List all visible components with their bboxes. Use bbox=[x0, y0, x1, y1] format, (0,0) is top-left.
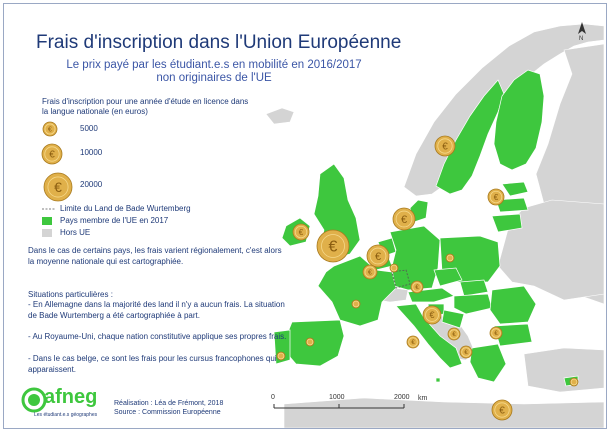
legend-coin-5000: € bbox=[42, 121, 58, 137]
coin-bulgaria: € bbox=[489, 326, 503, 340]
afneg-logo: afneg Les étudiant.e.s géographes bbox=[20, 382, 100, 422]
legend-coin-20000: € bbox=[43, 172, 73, 202]
svg-text:€: € bbox=[499, 406, 505, 417]
malta bbox=[435, 377, 441, 383]
svg-text:€: € bbox=[48, 126, 52, 133]
svg-text:€: € bbox=[54, 179, 62, 195]
north-arrow-icon: N bbox=[578, 22, 586, 42]
svg-text:€: € bbox=[429, 310, 434, 320]
legend-coins: € € € bbox=[41, 121, 73, 202]
lithuania bbox=[491, 213, 523, 233]
legend-non-member-label: Hors UE bbox=[60, 228, 91, 237]
coin-sweden: € bbox=[434, 135, 456, 157]
fee-coins: €€€€€€€€€€€€€€ bbox=[276, 135, 579, 421]
coin-denmark: € bbox=[392, 207, 416, 231]
coin-belgium: € bbox=[362, 264, 378, 280]
scale-unit: km bbox=[418, 395, 428, 402]
scale-label-1000: 1000 bbox=[329, 394, 345, 401]
coin-baden-wurttemberg bbox=[389, 263, 399, 273]
coin-netherlands: € bbox=[366, 244, 390, 268]
logo-globe-icon bbox=[21, 387, 47, 413]
coin-malta bbox=[569, 377, 579, 387]
legend-coin-10000: € bbox=[41, 143, 63, 165]
coin-cyprus: € bbox=[491, 399, 513, 421]
coin-ireland: € bbox=[292, 223, 310, 241]
hungary bbox=[453, 293, 493, 315]
estonia bbox=[501, 181, 529, 197]
note-average: Dans le cas de certains pays, les frais … bbox=[28, 246, 282, 266]
europe-map: €€€€€€€€€€€€€€ N bbox=[265, 22, 605, 428]
svg-text:€: € bbox=[415, 285, 419, 291]
svg-text:€: € bbox=[299, 228, 304, 237]
italy bbox=[395, 303, 463, 369]
coin-baltics: € bbox=[487, 188, 505, 206]
coin-poland bbox=[445, 253, 455, 263]
member-land bbox=[273, 69, 579, 387]
iceland bbox=[265, 107, 295, 125]
coin-portugal bbox=[276, 351, 286, 361]
coin-france bbox=[351, 299, 361, 309]
svg-text:€: € bbox=[452, 332, 456, 338]
scale-label-0: 0 bbox=[271, 394, 275, 401]
belarus-ukraine bbox=[497, 199, 605, 301]
svg-text:€: € bbox=[494, 331, 498, 337]
legend-value-5000: 5000 bbox=[80, 124, 98, 133]
romania bbox=[489, 285, 537, 325]
north-label: N bbox=[579, 36, 583, 42]
finland bbox=[493, 69, 545, 171]
credit-source: Source : Commission Européenne bbox=[114, 409, 221, 416]
svg-text:€: € bbox=[329, 239, 338, 256]
svg-text:€: € bbox=[411, 340, 415, 346]
note-uk: - Au Royaume-Uni, chaque nation constitu… bbox=[28, 332, 287, 341]
coin-spain bbox=[305, 337, 315, 347]
legend-value-20000: 20000 bbox=[80, 180, 103, 189]
scale-bar bbox=[273, 404, 405, 409]
coin-austria: € bbox=[410, 280, 424, 294]
logo-text: afneg bbox=[44, 386, 98, 408]
svg-text:€: € bbox=[464, 350, 468, 356]
latvia bbox=[495, 197, 529, 213]
svg-text:€: € bbox=[49, 150, 55, 161]
legend-boundary-line bbox=[42, 208, 56, 210]
germany bbox=[389, 225, 441, 291]
baden-wurttemberg-boundary bbox=[391, 269, 411, 289]
map-frame: € € € € € € € € € € € € € € N Frais d'inscription dan… bbox=[3, 3, 607, 429]
logo-subtext: Les étudiant.e.s géographes bbox=[34, 412, 98, 418]
svg-text:€: € bbox=[442, 142, 448, 153]
svg-text:€: € bbox=[401, 214, 407, 226]
slovakia bbox=[459, 279, 489, 297]
greece bbox=[469, 343, 507, 383]
credit-realisation: Réalisation : Léa de Frémont, 2018 bbox=[114, 400, 224, 407]
czechia bbox=[433, 267, 463, 287]
bulgaria bbox=[493, 323, 533, 347]
note-situations-title: Situations particulières : bbox=[28, 290, 113, 299]
legend-member-swatch bbox=[42, 217, 52, 225]
svg-text:€: € bbox=[368, 269, 372, 276]
legend-member-label: Pays membre de l'UE en 2017 bbox=[60, 216, 169, 225]
croatia bbox=[441, 309, 465, 329]
map-title: Frais d'inscription dans l'Union Europée… bbox=[36, 32, 402, 53]
note-belgium: - Dans le cas belge, ce sont les frais p… bbox=[28, 354, 277, 374]
legend-non-member-swatch bbox=[42, 229, 52, 237]
coin-slovenia: € bbox=[422, 305, 442, 325]
legend-value-10000: 10000 bbox=[80, 148, 103, 157]
africa-strip bbox=[283, 397, 605, 428]
coin-uk: € bbox=[316, 229, 350, 263]
coin-croatia: € bbox=[447, 327, 461, 341]
coin-greece: € bbox=[459, 345, 473, 359]
legend-boundary-label: Limite du Land de Bade Wurtemberg bbox=[60, 204, 191, 213]
legend-fee-title: Frais d'inscription pour une année d'étu… bbox=[42, 97, 249, 116]
turkey bbox=[523, 347, 605, 393]
map-subtitle: Le prix payé par les étudiant.e.s en mob… bbox=[66, 59, 362, 84]
svg-text:€: € bbox=[375, 251, 381, 263]
scale-label-2000: 2000 bbox=[394, 394, 410, 401]
svg-text:€: € bbox=[494, 193, 499, 202]
note-germany: - En Allemagne dans la majorité des land… bbox=[28, 300, 285, 320]
coin-italy: € bbox=[406, 335, 420, 349]
